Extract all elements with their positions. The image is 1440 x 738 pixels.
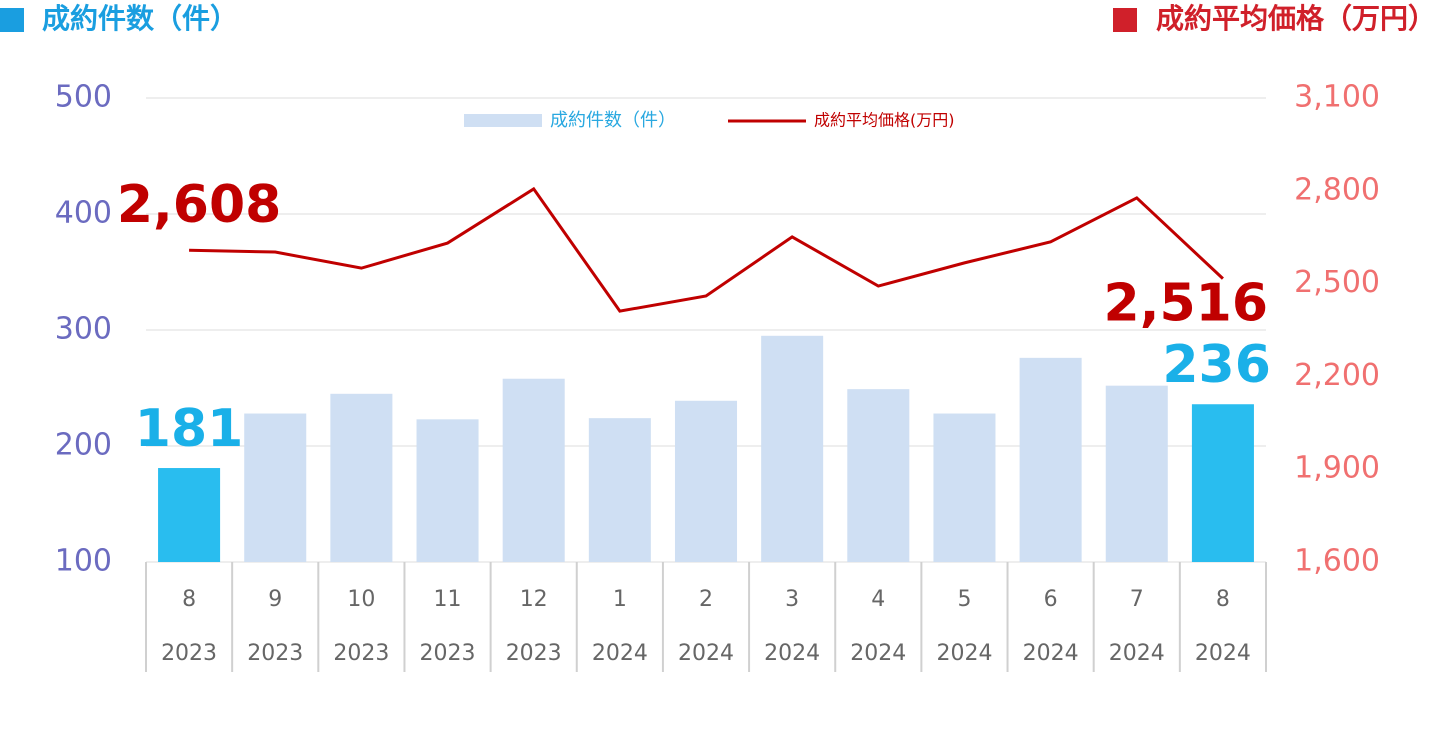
data-label: 2,516: [1104, 274, 1268, 334]
chart-title: 成約件数（件）: [42, 2, 238, 35]
x-group-label: 2023: [420, 641, 476, 666]
title-marker: [1113, 8, 1137, 32]
legend-label: 成約平均価格(万円): [814, 111, 955, 130]
x-group-label: 2024: [678, 641, 734, 666]
x-tick-label: 5: [957, 587, 971, 612]
line: [189, 186, 1224, 313]
y-tick-label: 300: [55, 312, 112, 347]
y-tick-label: 400: [55, 196, 112, 231]
y2-tick-label: 1,600: [1294, 544, 1380, 579]
x-tick-label: 4: [871, 587, 885, 612]
x-group-label: 2024: [1195, 641, 1251, 666]
bar: [244, 413, 307, 562]
legend-label: 成約件数（件）: [550, 110, 676, 131]
x-tick-label: 1: [613, 587, 627, 612]
title-marker: [0, 8, 24, 32]
x-tick-label: 3: [785, 587, 799, 612]
y2-tick-label: 2,500: [1294, 265, 1380, 300]
bar: [1019, 357, 1082, 562]
data-label: 2,608: [117, 175, 281, 235]
y2-tick-label: 3,100: [1294, 80, 1380, 115]
data-label: 181: [135, 399, 244, 459]
bar: [761, 335, 824, 562]
x-tick-label: 6: [1044, 587, 1058, 612]
bar: [158, 468, 221, 562]
x-group-label: 2024: [592, 641, 648, 666]
chart-title: 成約平均価格（万円）: [1156, 2, 1436, 35]
bar: [674, 400, 738, 562]
x-group-label: 2023: [506, 641, 562, 666]
y2-tick-label: 2,200: [1294, 358, 1380, 393]
x-tick-label: 10: [347, 587, 375, 612]
x-tick-label: 8: [182, 587, 196, 612]
bar: [1191, 404, 1254, 562]
bar: [847, 389, 910, 562]
x-tick-label: 2: [699, 587, 713, 612]
x-tick-label: 8: [1216, 587, 1230, 612]
x-tick-label: 9: [268, 587, 282, 612]
y2-tick-label: 1,900: [1294, 451, 1380, 486]
x-group-label: 2023: [333, 641, 389, 666]
x-group-label: 2024: [1023, 641, 1079, 666]
x-group-label: 2023: [247, 641, 303, 666]
y2-tick-label: 2,800: [1294, 172, 1380, 207]
bar: [330, 393, 393, 562]
x-tick-label: 7: [1130, 587, 1144, 612]
x-tick-label: 11: [434, 587, 462, 612]
y-tick-label: 500: [55, 80, 112, 115]
x-group-label: 2024: [1109, 641, 1165, 666]
y-tick-label: 100: [55, 544, 112, 579]
y-tick-label: 200: [55, 428, 112, 463]
legend-swatch: [464, 114, 542, 127]
bar: [933, 413, 996, 562]
x-group-label: 2024: [850, 641, 906, 666]
bar: [588, 418, 651, 562]
data-label: 236: [1162, 335, 1271, 395]
bar: [1105, 385, 1168, 562]
bar: [416, 419, 479, 562]
x-group-label: 2023: [161, 641, 217, 666]
x-tick-label: 12: [520, 587, 548, 612]
x-group-label: 2024: [764, 641, 820, 666]
x-group-label: 2024: [936, 641, 992, 666]
bar: [502, 378, 565, 562]
